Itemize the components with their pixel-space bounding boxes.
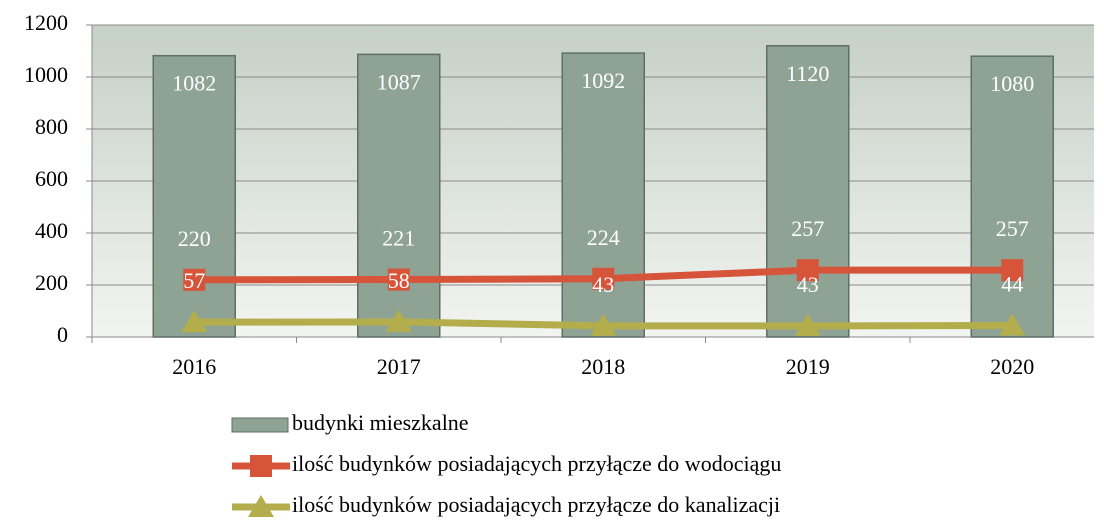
x-tick-label: 2020 <box>990 354 1034 379</box>
legend-swatch <box>231 417 289 433</box>
data-label: 257 <box>791 216 824 241</box>
data-label: 1080 <box>990 71 1034 96</box>
data-label: 58 <box>388 268 410 293</box>
y-tick-label: 200 <box>35 270 68 295</box>
data-label: 257 <box>996 216 1029 241</box>
data-label: 1087 <box>377 69 421 94</box>
marker <box>385 309 412 332</box>
y-tick-label: 1000 <box>24 62 68 87</box>
marker <box>590 313 617 336</box>
data-label: 1082 <box>172 71 216 96</box>
y-tick-label: 400 <box>35 218 68 243</box>
y-tick-label: 1200 <box>24 10 68 35</box>
data-label: 57 <box>183 268 205 293</box>
bar <box>970 55 1054 338</box>
data-label: 1120 <box>786 61 829 86</box>
x-tick-label: 2018 <box>581 354 625 379</box>
data-label: 43 <box>797 272 819 297</box>
legend-marker <box>250 455 272 477</box>
x-tick-label: 2019 <box>786 354 830 379</box>
bar <box>766 45 850 338</box>
data-label: 224 <box>587 225 620 250</box>
legend-label: ilość budynków posiadających przyłącze d… <box>292 451 781 476</box>
marker <box>999 313 1026 336</box>
data-label: 1092 <box>581 68 625 93</box>
marker <box>796 259 819 282</box>
x-tick-label: 2016 <box>172 354 216 379</box>
data-label: 221 <box>382 226 415 251</box>
data-label: 43 <box>592 272 614 297</box>
data-label: 44 <box>1001 272 1023 297</box>
marker <box>794 313 821 336</box>
marker <box>181 310 208 333</box>
marker <box>183 268 206 291</box>
bar <box>152 54 236 338</box>
y-tick-label: 0 <box>57 322 68 347</box>
data-label: 220 <box>178 226 211 251</box>
legend-label: budynki mieszkalne <box>292 410 469 435</box>
x-tick-label: 2017 <box>377 354 421 379</box>
marker <box>592 267 615 290</box>
y-tick-label: 600 <box>35 166 68 191</box>
marker <box>387 268 410 291</box>
y-tick-label: 800 <box>35 114 68 139</box>
marker <box>1001 259 1024 282</box>
bar <box>357 53 441 338</box>
legend-label: ilość budynków posiadających przyłącze d… <box>292 492 780 517</box>
legend-marker <box>248 495 274 517</box>
